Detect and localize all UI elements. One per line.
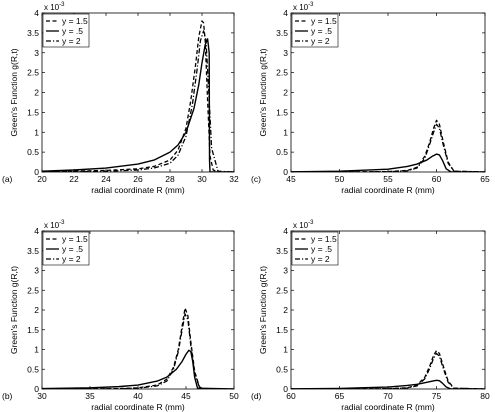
series-line-2 — [291, 379, 485, 389]
y-tick-label: 3 — [34, 266, 39, 276]
panel-tag: (d) — [251, 391, 262, 401]
x-axis-label: radial coordinate R (mm) — [91, 402, 185, 412]
series-line-1 — [291, 350, 485, 389]
y-tick-label: 0.5 — [27, 147, 39, 157]
y-exponent-label: x 10-3 — [293, 2, 314, 12]
x-tick-label: 60 — [286, 391, 296, 401]
x-axis-label: radial coordinate R (mm) — [341, 185, 435, 195]
legend-label: y = 1.5 — [62, 16, 88, 26]
y-tick-label: 1.5 — [27, 325, 39, 335]
y-tick-label: 0 — [34, 167, 39, 177]
y-tick-label: 4 — [283, 8, 288, 18]
x-tick-label: 80 — [480, 391, 490, 401]
x-tick-label: 75 — [432, 391, 442, 401]
series-line-3 — [42, 313, 234, 389]
x-tick-label: 45 — [286, 174, 296, 184]
y-tick-label: 0.5 — [276, 147, 288, 157]
x-tick-label: 28 — [165, 174, 175, 184]
y-tick-label: 2 — [34, 305, 39, 315]
x-tick-label: 50 — [229, 391, 239, 401]
series-line-2 — [291, 153, 485, 172]
y-tick-label: 1.5 — [276, 325, 288, 335]
panel-tag: (b) — [2, 391, 13, 401]
y-tick-label: 3.5 — [276, 246, 288, 256]
y-tick-label: 1 — [34, 345, 39, 355]
x-tick-label: 30 — [197, 174, 207, 184]
legend-label: y = 2 — [311, 254, 330, 264]
legend-label: y = 1.5 — [62, 234, 88, 244]
y-tick-label: 3 — [283, 266, 288, 276]
x-tick-label: 65 — [480, 174, 490, 184]
y-tick-label: 2.5 — [27, 68, 39, 78]
y-tick-label: 1 — [34, 127, 39, 137]
x-axis-label: radial coordinate R (mm) — [341, 402, 435, 412]
y-axis-label: Green's Function g(R,t) — [9, 48, 19, 136]
y-axis-label: Green's Function g(R,t) — [258, 266, 268, 354]
y-axis-label: Green's Function g(R,t) — [258, 48, 268, 136]
y-tick-label: 2 — [283, 88, 288, 98]
y-tick-label: 1.5 — [27, 107, 39, 117]
legend-label: y = 1.5 — [311, 16, 337, 26]
y-tick-label: 2.5 — [276, 285, 288, 295]
x-tick-label: 35 — [85, 391, 95, 401]
y-tick-label: 3.5 — [276, 28, 288, 38]
chart-panel-d: 60 65 70 75 80 0 0.5 1 1.5 2 2.5 3 3.5 4 x 10-3 radial … — [251, 220, 490, 412]
legend-label: y = .5 — [311, 26, 332, 36]
x-tick-label: 20 — [37, 174, 47, 184]
y-tick-label: 1 — [283, 127, 288, 137]
y-tick-label: 2 — [34, 88, 39, 98]
legend-label: y = .5 — [311, 244, 332, 254]
x-axis-label: radial coordinate R (mm) — [91, 185, 185, 195]
y-tick-label: 0 — [34, 384, 39, 394]
x-tick-label: 30 — [37, 391, 47, 401]
y-tick-label: 2.5 — [27, 285, 39, 295]
y-exponent-label: x 10-3 — [44, 220, 65, 230]
chart-panel-b: 30 35 40 45 50 0 0.5 1 1.5 2 2.5 3 3.5 4 x 10-3 radial … — [2, 220, 239, 412]
x-tick-label: 60 — [432, 174, 442, 184]
y-tick-label: 0.5 — [276, 364, 288, 374]
series-line-3 — [42, 30, 234, 172]
legend-label: y = .5 — [62, 26, 83, 36]
y-tick-label: 2 — [283, 305, 288, 315]
y-tick-label: 0.5 — [27, 364, 39, 374]
y-tick-label: 3.5 — [27, 28, 39, 38]
series-line-3 — [291, 352, 485, 389]
y-axis-label: Green's Function g(R,t) — [9, 266, 19, 354]
y-tick-label: 2.5 — [276, 68, 288, 78]
legend-label: y = .5 — [62, 244, 83, 254]
y-tick-label: 3 — [283, 48, 288, 58]
x-tick-label: 65 — [335, 391, 345, 401]
y-tick-label: 4 — [283, 226, 288, 236]
x-tick-label: 40 — [133, 391, 143, 401]
panel-tag: (c) — [251, 174, 261, 184]
chart-panel-a: 20 22 24 26 28 30 32 0 0.5 1 1.5 2 2.5 3 3.5 4 x 10-3 rad… — [2, 2, 239, 195]
y-tick-label: 4 — [34, 226, 39, 236]
legend-label: y = 2 — [62, 254, 81, 264]
legend-label: y = 1.5 — [311, 234, 337, 244]
chart-panel-c: 45 50 55 60 65 0 0.5 1 1.5 2 2.5 3 3.5 4 x 10-3 radial … — [251, 2, 490, 195]
x-tick-label: 50 — [335, 174, 345, 184]
legend-label: y = 2 — [62, 36, 81, 46]
y-tick-label: 0 — [283, 384, 288, 394]
legend-label: y = 2 — [311, 36, 330, 46]
x-tick-label: 32 — [229, 174, 239, 184]
x-tick-label: 55 — [383, 174, 393, 184]
panel-tag: (a) — [2, 174, 13, 184]
y-tick-label: 3.5 — [27, 246, 39, 256]
x-tick-label: 24 — [101, 174, 111, 184]
y-tick-label: 3 — [34, 48, 39, 58]
series-line-3 — [291, 123, 485, 172]
y-tick-label: 1.5 — [276, 107, 288, 117]
series-line-2 — [42, 38, 234, 172]
x-tick-label: 45 — [181, 391, 191, 401]
y-exponent-label: x 10-3 — [293, 220, 314, 230]
y-tick-label: 1 — [283, 345, 288, 355]
x-tick-label: 22 — [69, 174, 79, 184]
y-tick-label: 4 — [34, 8, 39, 18]
y-tick-label: 0 — [283, 167, 288, 177]
x-tick-label: 70 — [383, 391, 393, 401]
x-tick-label: 26 — [133, 174, 143, 184]
y-exponent-label: x 10-3 — [44, 2, 65, 12]
